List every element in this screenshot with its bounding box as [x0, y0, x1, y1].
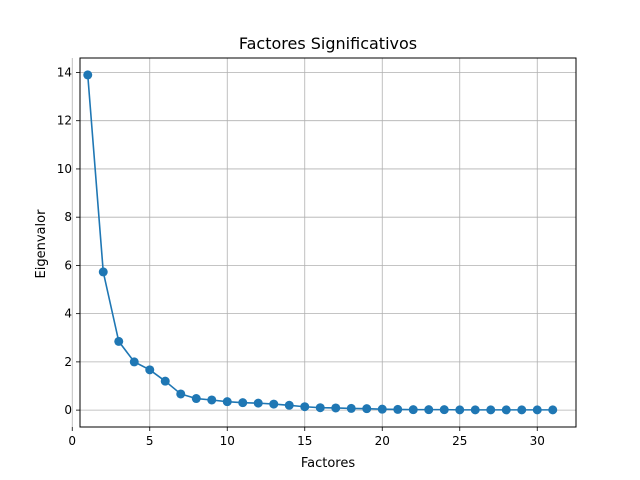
data-point	[331, 403, 341, 413]
data-point	[114, 336, 124, 346]
y-ticks: 0 2 4 6 8 10 12 14	[57, 65, 80, 417]
plot-frame	[79, 57, 577, 428]
data-point	[222, 397, 232, 407]
data-point	[377, 404, 387, 414]
data-point	[486, 405, 496, 415]
data-point	[253, 398, 263, 408]
data-point	[393, 404, 403, 414]
x-tick-label: 30	[530, 434, 545, 448]
data-point	[517, 405, 527, 415]
data-point	[191, 394, 201, 404]
data-point	[83, 70, 93, 80]
data-point	[532, 405, 542, 415]
data-point	[129, 357, 139, 367]
series-layer	[83, 70, 558, 415]
data-point	[408, 405, 418, 415]
y-tick-label: 14	[57, 65, 72, 79]
data-point	[346, 403, 356, 413]
data-point	[300, 402, 310, 412]
data-point	[362, 404, 372, 414]
data-point	[284, 400, 294, 410]
data-point	[160, 376, 170, 386]
y-tick-label: 4	[64, 307, 72, 321]
y-tick-label: 12	[57, 114, 72, 128]
x-tick-label: 10	[220, 434, 235, 448]
data-point	[439, 405, 449, 415]
x-axis-label: Factores	[301, 456, 356, 471]
data-point	[98, 267, 108, 277]
y-tick-label: 8	[64, 210, 72, 224]
y-tick-label: 6	[64, 258, 72, 272]
x-tick-label: 20	[375, 434, 390, 448]
data-point	[501, 405, 511, 415]
data-point	[269, 399, 279, 409]
y-axis-label: Eigenvalor	[34, 209, 49, 279]
y-tick-label: 2	[64, 355, 72, 369]
data-point	[238, 398, 248, 408]
y-tick-label: 10	[57, 162, 72, 176]
data-point	[455, 405, 465, 415]
data-point	[424, 405, 434, 415]
series-line	[86, 74, 553, 411]
chart-title: Factores Significativos	[239, 34, 417, 53]
data-point	[176, 389, 186, 399]
y-tick-label: 0	[64, 403, 72, 417]
x-ticks: 0 5 10 15 20 25 30	[68, 427, 545, 448]
grid	[71, 58, 576, 427]
data-point	[207, 395, 217, 405]
x-tick-label: 5	[146, 434, 154, 448]
x-tick-label: 25	[452, 434, 467, 448]
data-point	[470, 405, 480, 415]
x-tick-label: 15	[297, 434, 312, 448]
x-tick-label: 0	[68, 434, 76, 448]
data-point	[145, 365, 155, 375]
data-point	[315, 403, 325, 413]
data-point	[548, 405, 558, 415]
